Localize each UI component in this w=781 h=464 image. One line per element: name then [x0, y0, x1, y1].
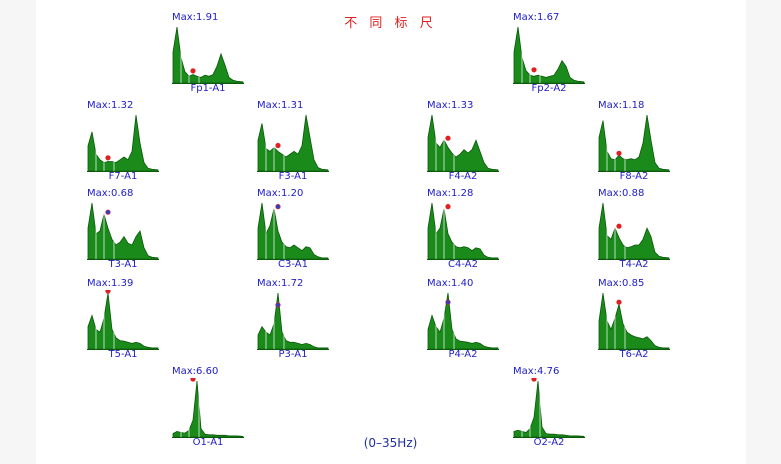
spectrum-plot: [427, 114, 499, 172]
spectrum-area: [257, 202, 329, 260]
spectrum-area: [172, 380, 244, 438]
spectrum-plot: [87, 290, 159, 350]
channel-label: T5-A1: [108, 349, 138, 360]
spectrum-plot: [598, 202, 670, 260]
channel-panel: Max:4.76 O2-A2: [511, 366, 587, 448]
channel-label: T4-A2: [619, 259, 649, 270]
alpha-peak-marker: [616, 223, 622, 229]
spectrum-plot: [257, 202, 329, 260]
channel-label: F3-A1: [278, 171, 308, 182]
spectrum-area: [87, 292, 159, 350]
spectrum-area: [87, 114, 159, 172]
max-label: Max:1.40: [427, 278, 474, 289]
alpha-peak-marker: [105, 209, 111, 215]
spectrum-plot: [513, 26, 585, 84]
spectrum-plot: [87, 202, 159, 260]
channel-label: T3-A1: [108, 259, 138, 270]
max-label: Max:0.85: [598, 278, 645, 289]
channel-label: Fp2-A2: [531, 83, 567, 94]
spectrum-area: [598, 292, 670, 350]
channel-panel: Max:1.72 P3-A1: [255, 278, 331, 360]
alpha-peak-marker: [531, 67, 537, 73]
spectrum-area: [257, 292, 329, 350]
alpha-peak-marker: [275, 302, 281, 308]
channel-panel: Max:1.67 Fp2-A2: [511, 12, 587, 94]
spectrum-area: [257, 114, 329, 172]
max-label: Max:1.33: [427, 100, 474, 111]
alpha-peak-marker: [445, 135, 451, 141]
alpha-peak-marker: [105, 155, 111, 161]
spectrum-area: [87, 202, 159, 260]
alpha-peak-marker: [445, 299, 451, 305]
channel-panel: Max:1.31 F3-A1: [255, 100, 331, 182]
max-label: Max:1.18: [598, 100, 645, 111]
channel-panel: Max:6.60 O1-A1: [170, 366, 246, 448]
alpha-peak-marker: [275, 142, 281, 149]
alpha-peak-marker: [190, 378, 196, 382]
channel-panel: Max:1.91 Fp1-A1: [170, 12, 246, 94]
max-label: Max:1.72: [257, 278, 304, 289]
spectrum-plot: [427, 202, 499, 260]
alpha-peak-marker: [275, 204, 281, 210]
spectrum-area: [172, 26, 244, 84]
channel-panel: Max:0.68 T3-A1: [85, 188, 161, 270]
spectrum-area: [427, 202, 499, 260]
chart-title: 不 同 标 尺: [344, 16, 437, 31]
spectrum-plot: [172, 26, 244, 84]
channel-panel: Max:1.32 F7-A1: [85, 100, 161, 182]
max-label: Max:1.28: [427, 188, 474, 199]
channel-panel: Max:1.40 P4-A2: [425, 278, 501, 360]
max-label: Max:6.60: [172, 366, 219, 377]
max-label: Max:1.20: [257, 188, 304, 199]
spectrum-canvas: [36, 0, 746, 464]
channel-panel: Max:1.18 F8-A2: [596, 100, 672, 182]
channel-label: Fp1-A1: [190, 83, 226, 94]
spectrum-plot: [513, 378, 585, 438]
channel-label: O1-A1: [192, 437, 224, 448]
spectrum-plot: [427, 292, 499, 350]
channel-label: C3-A1: [278, 259, 308, 270]
spectrum-area: [598, 202, 670, 260]
channel-panel: Max:1.33 F4-A2: [425, 100, 501, 182]
max-label: Max:4.76: [513, 366, 560, 377]
max-label: Max:1.32: [87, 100, 134, 111]
channel-panel: Max:1.28 C4-A2: [425, 188, 501, 270]
max-label: Max:1.31: [257, 100, 304, 111]
channel-panel: Max:1.20 C3-A1: [255, 188, 331, 270]
channel-label: C4-A2: [448, 259, 478, 270]
alpha-peak-marker: [616, 150, 622, 156]
spectrum-area: [513, 26, 585, 84]
spectrum-plot: [257, 114, 329, 172]
spectrum-area: [598, 114, 670, 172]
spectrum-area: [427, 292, 499, 350]
channel-panel: Max:1.39 T5-A1: [85, 278, 161, 360]
channel-label: F4-A2: [448, 171, 478, 182]
channel-label: F7-A1: [108, 171, 138, 182]
channel-panel: Max:0.88 T4-A2: [596, 188, 672, 270]
max-label: Max:1.91: [172, 12, 219, 23]
channel-panel: Max:0.85 T6-A2: [596, 278, 672, 360]
frequency-range-label: (0–35Hz): [363, 436, 418, 450]
max-label: Max:1.39: [87, 278, 134, 289]
spectrum-plot: [172, 378, 244, 438]
spectrum-plot: [598, 292, 670, 350]
channel-label: P4-A2: [448, 349, 478, 360]
alpha-peak-marker: [445, 204, 451, 210]
alpha-peak-marker: [616, 299, 622, 305]
alpha-peak-marker: [531, 378, 537, 382]
spectrum-area: [427, 114, 499, 172]
channel-label: F8-A2: [619, 171, 649, 182]
max-label: Max:1.67: [513, 12, 560, 23]
alpha-peak-marker: [105, 290, 111, 294]
spectrum-plot: [87, 114, 159, 172]
max-label: Max:0.88: [598, 188, 645, 199]
channel-label: O2-A2: [533, 437, 565, 448]
channel-label: T6-A2: [619, 349, 649, 360]
spectrum-area: [513, 380, 585, 438]
alpha-peak-marker: [190, 68, 196, 74]
max-label: Max:0.68: [87, 188, 134, 199]
channel-label: P3-A1: [278, 349, 308, 360]
spectrum-plot: [257, 292, 329, 350]
spectrum-plot: [598, 114, 670, 172]
